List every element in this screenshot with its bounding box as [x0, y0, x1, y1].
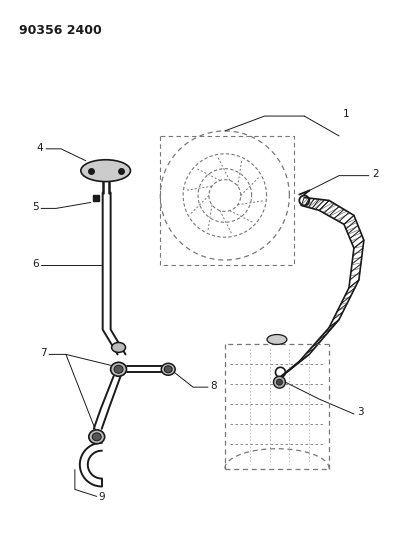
Text: 1: 1: [343, 109, 350, 119]
Text: 8: 8: [210, 381, 216, 391]
Ellipse shape: [112, 343, 126, 352]
Text: 5: 5: [32, 203, 39, 213]
Text: 9: 9: [99, 492, 105, 503]
Ellipse shape: [92, 433, 101, 441]
Ellipse shape: [81, 160, 130, 182]
Ellipse shape: [274, 376, 286, 388]
Text: 2: 2: [372, 168, 378, 179]
Ellipse shape: [114, 365, 123, 373]
Text: 7: 7: [40, 349, 47, 358]
Text: 3: 3: [357, 407, 364, 417]
Text: 90356 2400: 90356 2400: [19, 23, 102, 37]
Text: 6: 6: [32, 259, 39, 269]
Ellipse shape: [276, 379, 282, 385]
Ellipse shape: [89, 430, 105, 444]
Text: 4: 4: [36, 143, 43, 153]
Ellipse shape: [161, 364, 175, 375]
Ellipse shape: [267, 335, 287, 344]
Ellipse shape: [164, 366, 172, 373]
Ellipse shape: [111, 362, 126, 376]
